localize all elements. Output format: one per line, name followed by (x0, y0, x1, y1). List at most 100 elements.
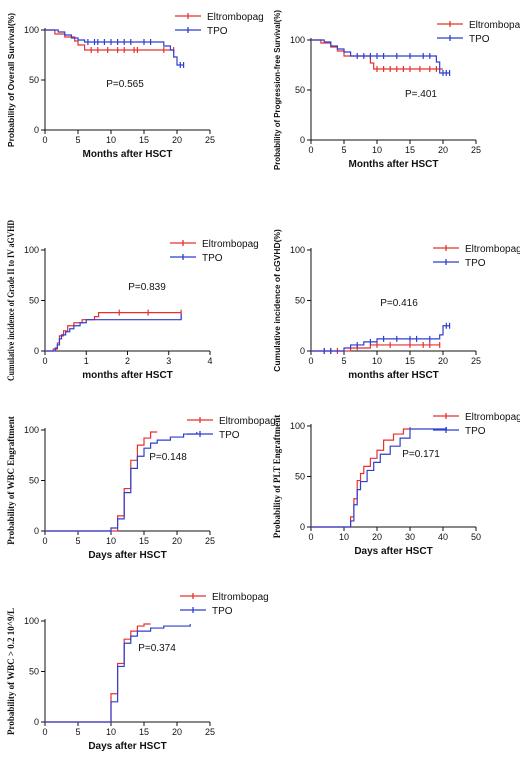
x-tick-label: 15 (139, 727, 149, 737)
legend-item-tpo: TPO (170, 253, 223, 264)
y-tick-label: 0 (34, 717, 39, 727)
x-tick-label: 25 (205, 536, 215, 546)
legend-label: TPO (219, 430, 240, 441)
y-axis-title: Probability of Overall Survival(%) (6, 13, 16, 147)
y-axis-title: Cumulative incidence of Grade II to IV a… (6, 220, 16, 381)
x-tick-label: 10 (372, 145, 382, 155)
p-value-annotation: P=0.171 (402, 449, 440, 460)
series-line-tpo (45, 432, 198, 532)
x-axis-title: Months after HSCT (83, 149, 173, 160)
p-value-annotation: P=0.374 (138, 643, 176, 654)
x-tick-label: 15 (139, 135, 149, 145)
x-tick-label: 50 (471, 532, 481, 542)
p-value-annotation: P=0.416 (380, 298, 418, 309)
x-tick-label: 5 (75, 727, 80, 737)
legend-label: Eltrombopag (465, 412, 520, 423)
legend-label: TPO (207, 26, 228, 37)
x-tick-label: 4 (207, 356, 212, 366)
x-tick-label: 20 (438, 356, 448, 366)
legend-label: Eltrombopag (207, 12, 264, 23)
x-tick-label: 0 (42, 135, 47, 145)
chart-agvhd: 0 1 2 3 4 0 50 100 months after HSCT Cumulative i… (6, 220, 259, 381)
y-tick-label: 100 (290, 245, 305, 255)
chart-cgvhd: 0 5 10 15 20 25 0 50 100 months after HSCT Cumulat… (272, 229, 520, 381)
x-tick-label: 15 (405, 356, 415, 366)
legend-label: Eltrombopag (202, 239, 259, 250)
y-tick-label: 0 (300, 346, 305, 356)
series-line-eltrombopag (45, 623, 151, 723)
x-tick-label: 3 (166, 356, 171, 366)
y-tick-label: 100 (24, 616, 39, 626)
series-line-tpo (311, 427, 447, 528)
p-value-annotation: P=0.839 (128, 282, 166, 293)
legend-item-tpo: TPO (437, 34, 490, 45)
y-tick-label: 100 (24, 425, 39, 435)
x-tick-label: 0 (308, 145, 313, 155)
x-axis-title: Days after HSCT (354, 546, 432, 557)
x-axis-title: months after HSCT (82, 370, 173, 381)
x-tick-label: 5 (75, 536, 80, 546)
x-tick-label: 25 (471, 356, 481, 366)
p-value-annotation: P=0.148 (149, 452, 187, 463)
x-tick-label: 5 (341, 145, 346, 155)
legend-item-tpo: TPO (175, 26, 228, 37)
y-tick-label: 50 (295, 296, 305, 306)
y-tick-label: 50 (29, 476, 39, 486)
y-axis-title: Cumulative incidence of cGVHD(%) (272, 229, 282, 372)
y-axis-title: Probability of WBC > 0.2 10^9/L (6, 608, 16, 735)
legend-label: Eltrombopag (465, 244, 520, 255)
x-tick-label: 20 (172, 135, 182, 145)
x-tick-label: 20 (372, 532, 382, 542)
x-tick-label: 5 (341, 356, 346, 366)
series-line-eltrombopag (311, 39, 443, 70)
x-tick-label: 30 (405, 532, 415, 542)
legend-item-eltrombopag: Eltrombopag (187, 416, 276, 427)
legend-item-eltrombopag: Eltrombopag (433, 244, 520, 255)
chart-wbc02: 0 5 10 15 20 25 0 50 100 Days after HSCT Probabili… (6, 592, 269, 752)
x-tick-label: 25 (205, 727, 215, 737)
series-line-tpo (45, 316, 182, 352)
x-tick-label: 10 (339, 532, 349, 542)
x-tick-label: 25 (205, 135, 215, 145)
chart-pfs: 0 5 10 15 20 25 0 50 100 Months after HSCT Probabi… (272, 10, 520, 170)
x-axis-title: months after HSCT (348, 370, 439, 381)
y-tick-label: 50 (29, 667, 39, 677)
y-tick-label: 50 (295, 472, 305, 482)
y-tick-label: 100 (290, 421, 305, 431)
x-axis-title: Days after HSCT (88, 550, 166, 561)
y-tick-label: 0 (300, 135, 305, 145)
legend-label: TPO (469, 34, 490, 45)
legend-label: TPO (202, 253, 223, 264)
p-value-annotation: P=0.565 (106, 79, 144, 90)
legend-item-eltrombopag: Eltrombopag (170, 239, 259, 250)
y-tick-label: 100 (24, 245, 39, 255)
legend-item-eltrombopag: Eltrombopag (433, 412, 520, 423)
x-tick-label: 1 (84, 356, 89, 366)
x-tick-label: 10 (106, 135, 116, 145)
y-tick-label: 100 (290, 35, 305, 45)
y-tick-label: 50 (29, 75, 39, 85)
x-tick-label: 0 (42, 536, 47, 546)
y-tick-label: 50 (29, 296, 39, 306)
x-tick-label: 10 (106, 727, 116, 737)
y-tick-label: 100 (24, 25, 39, 35)
legend-label: TPO (465, 258, 486, 269)
y-tick-label: 50 (295, 85, 305, 95)
series-line-tpo (311, 39, 450, 74)
x-axis-title: Months after HSCT (349, 159, 439, 170)
x-tick-label: 40 (438, 532, 448, 542)
legend-item-tpo: TPO (433, 258, 486, 269)
legend-item-tpo: TPO (433, 426, 486, 437)
y-axis-title: Probability of WBC Engraftment (6, 416, 16, 544)
series-line-tpo (45, 29, 184, 66)
x-tick-label: 15 (139, 536, 149, 546)
legend-label: Eltrombopag (469, 20, 520, 31)
legend-label: TPO (465, 426, 486, 437)
legend-item-tpo: TPO (187, 430, 240, 441)
x-tick-label: 0 (308, 356, 313, 366)
series-line-eltrombopag (45, 431, 158, 532)
legend-item-eltrombopag: Eltrombopag (437, 20, 520, 31)
legend-item-tpo: TPO (180, 606, 233, 617)
x-tick-label: 10 (106, 536, 116, 546)
x-tick-label: 2 (125, 356, 130, 366)
